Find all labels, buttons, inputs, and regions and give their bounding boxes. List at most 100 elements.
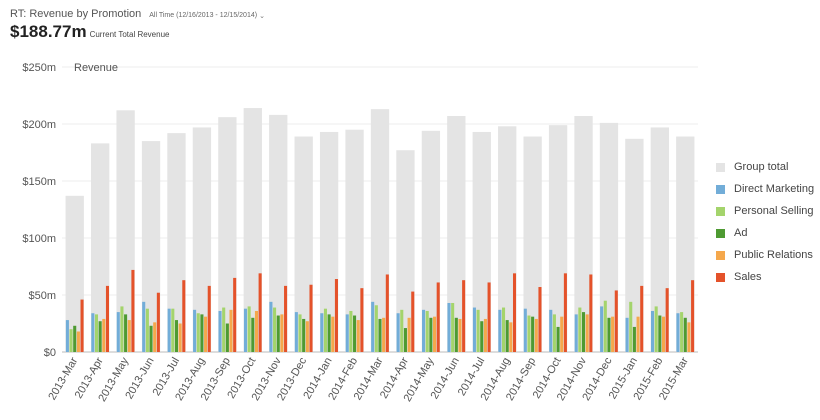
bar-ad[interactable] xyxy=(73,325,77,352)
bar-personal-selling[interactable] xyxy=(94,314,99,352)
bar-group-total[interactable] xyxy=(676,136,695,352)
bar-group-total[interactable] xyxy=(319,131,339,352)
bar-public-relations[interactable] xyxy=(661,316,666,352)
bar-personal-selling[interactable] xyxy=(196,313,200,352)
bar-sales[interactable] xyxy=(309,284,313,352)
bar-public-relations[interactable] xyxy=(534,318,538,352)
date-range-dropdown[interactable]: All Time (12/16/2013 - 12/15/2014) ⌄ xyxy=(149,12,265,20)
bar-group-total[interactable] xyxy=(345,129,364,352)
bar-personal-selling[interactable] xyxy=(247,306,251,352)
bar-ad[interactable] xyxy=(403,328,407,352)
bar-ad[interactable] xyxy=(683,317,687,352)
bar-direct-marketing[interactable] xyxy=(650,310,655,352)
bar-direct-marketing[interactable] xyxy=(625,317,629,352)
bar-sales[interactable] xyxy=(182,280,186,352)
bar-public-relations[interactable] xyxy=(636,316,640,352)
bar-personal-selling[interactable] xyxy=(502,307,506,352)
bar-sales[interactable] xyxy=(334,279,338,352)
legend-item[interactable]: Sales xyxy=(716,266,814,288)
bar-group-total[interactable] xyxy=(599,122,619,352)
bar-ad[interactable] xyxy=(302,318,306,352)
bar-public-relations[interactable] xyxy=(509,322,513,352)
bar-public-relations[interactable] xyxy=(331,316,335,352)
bar-direct-marketing[interactable] xyxy=(142,301,146,352)
bar-group-total[interactable] xyxy=(396,150,415,352)
bar-personal-selling[interactable] xyxy=(374,305,378,352)
legend-item[interactable]: Group total xyxy=(716,156,814,178)
bar-public-relations[interactable] xyxy=(127,320,131,352)
bar-group-total[interactable] xyxy=(574,116,593,353)
bar-personal-selling[interactable] xyxy=(222,307,226,352)
bar-group-total[interactable] xyxy=(447,116,466,353)
bar-direct-marketing[interactable] xyxy=(371,301,375,352)
bar-sales[interactable] xyxy=(665,288,669,352)
bar-sales[interactable] xyxy=(258,273,262,352)
bar-sales[interactable] xyxy=(538,287,542,352)
bar-sales[interactable] xyxy=(284,285,288,352)
bar-personal-selling[interactable] xyxy=(145,308,149,352)
bar-direct-marketing[interactable] xyxy=(269,301,273,352)
bar-sales[interactable] xyxy=(411,291,415,352)
bar-sales[interactable] xyxy=(691,280,695,352)
bar-group-total[interactable] xyxy=(294,136,313,352)
bar-public-relations[interactable] xyxy=(280,314,284,352)
bar-personal-selling[interactable] xyxy=(527,315,531,352)
bar-group-total[interactable] xyxy=(167,133,186,352)
bar-ad[interactable] xyxy=(632,326,636,352)
bar-personal-selling[interactable] xyxy=(451,302,455,352)
bar-ad[interactable] xyxy=(480,321,484,352)
bar-public-relations[interactable] xyxy=(204,316,208,352)
bar-personal-selling[interactable] xyxy=(425,310,429,352)
bar-direct-marketing[interactable] xyxy=(167,308,171,352)
bar-sales[interactable] xyxy=(462,280,466,352)
bar-ad[interactable] xyxy=(531,316,535,352)
bar-direct-marketing[interactable] xyxy=(447,302,451,352)
bar-ad[interactable] xyxy=(581,312,586,352)
bar-sales[interactable] xyxy=(207,285,211,352)
bar-public-relations[interactable] xyxy=(407,317,411,352)
bar-direct-marketing[interactable] xyxy=(320,313,324,352)
bar-direct-marketing[interactable] xyxy=(574,314,578,352)
bar-personal-selling[interactable] xyxy=(552,314,556,352)
bar-personal-selling[interactable] xyxy=(298,314,302,352)
bar-group-total[interactable] xyxy=(548,125,568,352)
bar-personal-selling[interactable] xyxy=(629,301,633,352)
bar-public-relations[interactable] xyxy=(229,309,233,352)
bar-direct-marketing[interactable] xyxy=(116,312,120,352)
bar-direct-marketing[interactable] xyxy=(600,306,604,352)
bar-direct-marketing[interactable] xyxy=(396,313,400,352)
bar-group-total[interactable] xyxy=(116,110,135,352)
bar-public-relations[interactable] xyxy=(76,331,80,352)
bar-group-total[interactable] xyxy=(65,195,84,352)
bar-personal-selling[interactable] xyxy=(476,309,480,352)
legend-item[interactable]: Personal Selling xyxy=(716,200,814,222)
bar-direct-marketing[interactable] xyxy=(91,313,95,352)
bar-direct-marketing[interactable] xyxy=(294,312,298,352)
bar-public-relations[interactable] xyxy=(560,316,564,352)
bar-group-total[interactable] xyxy=(269,114,288,352)
bar-public-relations[interactable] xyxy=(356,320,360,352)
bar-group-total[interactable] xyxy=(421,130,441,352)
bar-group-total[interactable] xyxy=(650,127,669,352)
legend-item[interactable]: Ad xyxy=(716,222,814,244)
bar-personal-selling[interactable] xyxy=(400,309,404,352)
bar-public-relations[interactable] xyxy=(483,318,487,352)
bar-ad[interactable] xyxy=(327,314,331,352)
bar-direct-marketing[interactable] xyxy=(549,309,553,352)
bar-group-total[interactable] xyxy=(370,109,390,353)
bar-ad[interactable] xyxy=(276,315,280,352)
bar-sales[interactable] xyxy=(131,269,135,352)
bar-direct-marketing[interactable] xyxy=(676,313,680,352)
bar-ad[interactable] xyxy=(174,320,179,352)
bar-personal-selling[interactable] xyxy=(680,312,684,352)
bar-group-total[interactable] xyxy=(625,138,644,352)
bar-direct-marketing[interactable] xyxy=(218,310,222,352)
bar-direct-marketing[interactable] xyxy=(472,307,476,352)
bar-ad[interactable] xyxy=(658,315,662,352)
bar-sales[interactable] xyxy=(614,290,618,352)
legend-item[interactable]: Direct Marketing xyxy=(716,178,814,200)
bar-sales[interactable] xyxy=(80,299,84,352)
bar-sales[interactable] xyxy=(436,282,440,352)
bar-direct-marketing[interactable] xyxy=(498,309,502,352)
bar-direct-marketing[interactable] xyxy=(65,320,69,352)
